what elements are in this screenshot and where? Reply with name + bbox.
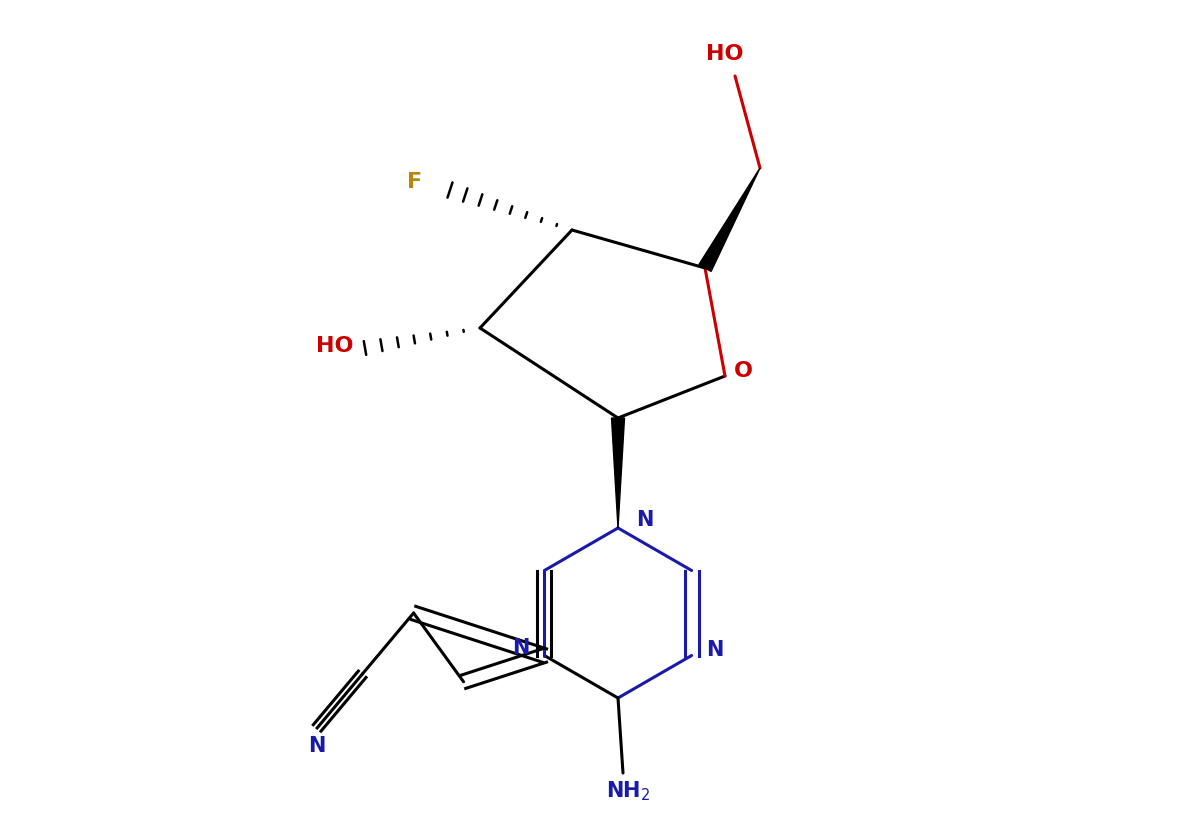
Polygon shape — [699, 168, 760, 272]
Text: N: N — [636, 510, 654, 530]
Polygon shape — [611, 418, 624, 528]
Text: NH$_2$: NH$_2$ — [606, 779, 650, 803]
Text: N: N — [706, 640, 724, 660]
Text: O: O — [734, 361, 753, 381]
Text: HO: HO — [706, 44, 743, 64]
Text: N: N — [308, 736, 326, 756]
Text: N: N — [512, 638, 529, 658]
Text: HO: HO — [316, 336, 353, 356]
Text: F: F — [407, 172, 422, 192]
